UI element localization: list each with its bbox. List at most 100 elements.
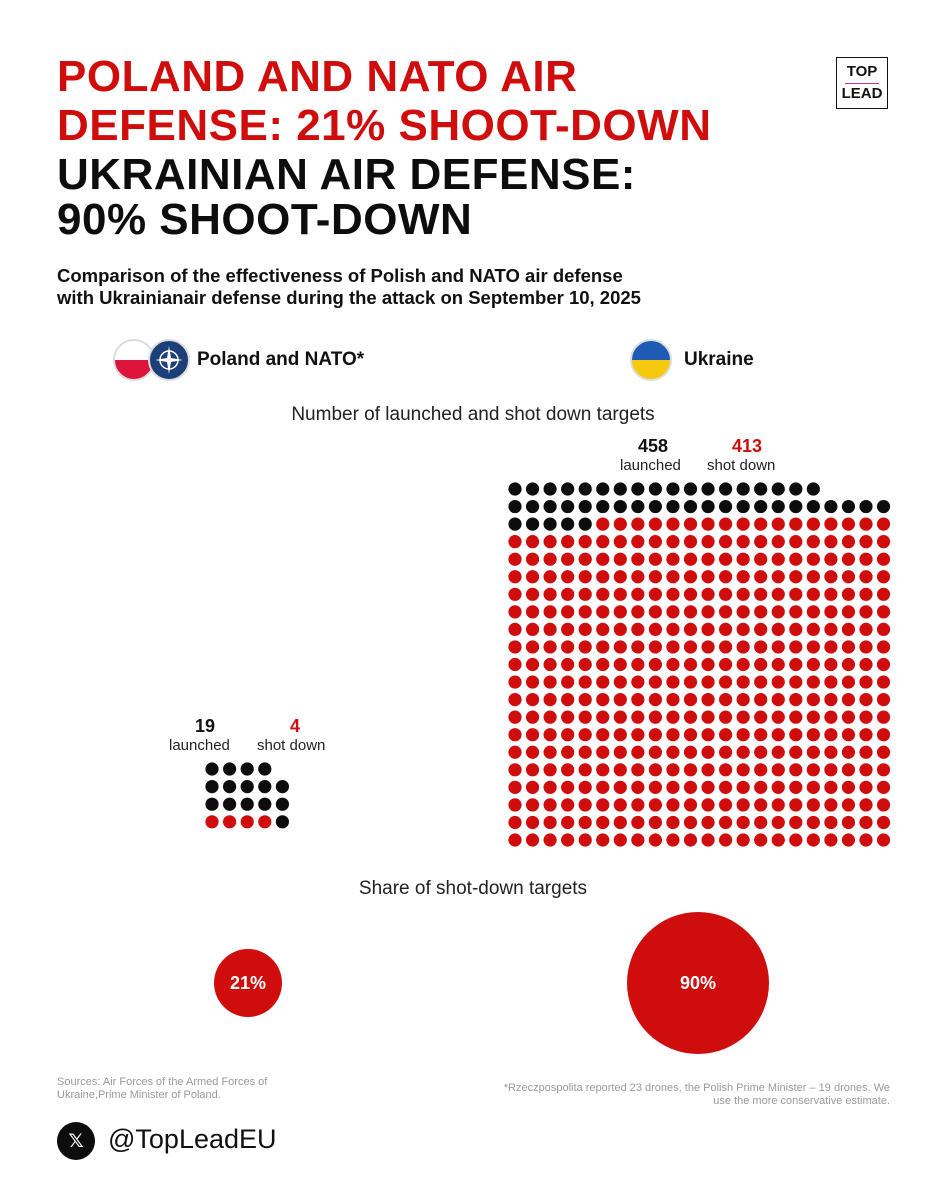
ukraine-shot-down-dot [543,693,557,707]
ukraine-shot-down-dot [736,552,750,566]
ukraine-shot-down-dot [525,745,540,759]
poland-launched-dot [258,780,272,794]
ukraine-shot-down-dot [806,815,820,830]
ukraine-shot-down-dot [841,605,856,619]
ukraine-shot-down-dot [841,763,856,777]
ukraine-shot-down-dot [561,570,575,584]
ukraine-shot-down-dot [543,570,557,584]
ukraine-shot-down-dot [719,693,733,707]
ukraine-shot-down-dot [631,657,645,672]
poland-shot-down-count: 4 [290,716,301,736]
ukraine-shot-down-dot [824,552,838,566]
ukraine-shot-down-dot [859,605,873,619]
ukraine-shot-down-dot [806,798,820,812]
ukraine-shot-down-dot [824,763,838,777]
ukraine-shot-down-dot [508,815,522,830]
ukraine-shot-down-dot [508,622,522,637]
ukraine-shot-down-dot [701,552,715,566]
ukraine-shot-down-dot [754,517,768,531]
ukraine-launched-dot [701,482,715,496]
ukraine-shot-down-dot [859,587,873,601]
ukraine-shot-down-dot [771,517,785,531]
ukraine-shot-down-dot [666,833,680,847]
ukraine-share-circle: 90% [627,912,769,1054]
ukraine-shot-down-dot [719,780,733,794]
ukraine-shot-down-dot [508,570,522,584]
ukraine-shot-down-dot [683,640,698,654]
ukraine-shot-down-dot [876,675,891,689]
ukraine-shot-down-dot [719,517,733,531]
ukraine-shot-down-dot [543,763,557,777]
ukraine-shot-down-dot [754,570,768,584]
ukraine-shot-down-dot [561,657,575,672]
ukraine-shot-down-dot [806,587,820,601]
ukraine-shot-down-dot [771,622,785,637]
ukraine-shot-down-dot [525,622,540,637]
poland-launched-dot [275,780,289,794]
ukraine-shot-down-dot [736,517,750,531]
ukraine-shot-down-dot [701,693,715,707]
ukraine-shot-down-dot [613,570,627,584]
ukraine-shot-down-dot [841,657,856,672]
ukraine-flag-icon [630,339,672,381]
ukraine-shot-down-dot [701,815,715,830]
ukraine-shot-down-dot [525,798,540,812]
ukraine-shot-down-dot [841,640,856,654]
poland-shot-down-dot [258,815,272,829]
poland-launched-dot [223,780,237,794]
x-logo-icon[interactable]: 𝕏 [57,1122,95,1160]
ukraine-launched-dot [648,499,663,514]
ukraine-shot-down-dot [859,798,873,812]
ukraine-shot-down-dot [631,745,645,759]
ukraine-shot-down-dot [859,517,873,531]
ukraine-shot-down-dot [824,535,838,549]
ukraine-shot-down-dot [701,710,715,724]
ukraine-shot-down-dot [613,552,627,566]
ukraine-launched-dot [543,482,557,496]
ukraine-shot-down-dot [824,587,838,601]
ukraine-shot-down-dot [525,587,540,601]
legend-label-ukraine: Ukraine [684,349,754,370]
poland-shot-down-dot [240,815,254,829]
headline-line-2: DEFENSE: 21% SHOOT-DOWN [57,101,712,150]
ukraine-shot-down-dot [876,640,891,654]
ukraine-shot-down-dot [543,728,557,742]
ukraine-shot-down-dot [666,815,680,830]
ukraine-shot-down-dot [754,728,768,742]
ukraine-shot-down-dot [683,622,698,637]
ukraine-shot-down-dot [771,833,785,847]
ukraine-shot-down-dot [701,780,715,794]
ukraine-shot-down-dot [525,728,540,742]
ukraine-shot-down-dot [701,622,715,637]
ukraine-launched-dot [736,499,750,514]
ukraine-shot-down-dot [648,763,663,777]
social-handle[interactable]: @TopLeadEU [108,1124,277,1154]
ukraine-shot-down-dot [824,517,838,531]
ukraine-shot-down-dot [859,780,873,794]
ukraine-shot-down-dot [789,745,803,759]
ukraine-shot-down-dot [701,728,715,742]
ukraine-shot-down-dot [683,693,698,707]
ukraine-shot-down-dot [789,640,803,654]
ukraine-shot-down-dot [876,535,891,549]
ukraine-shot-down-dot [806,710,820,724]
section-title-counts: Number of launched and shot down targets [291,404,655,425]
ukraine-shot-down-dot [561,535,575,549]
ukraine-shot-down-dot [701,657,715,672]
ukraine-shot-down-dot [578,780,592,794]
ukraine-shot-down-dot [789,517,803,531]
poland-launched-dot [223,797,237,811]
ukraine-shot-down-dot [754,587,768,601]
ukraine-shot-down-dot [789,552,803,566]
ukraine-shot-down-dot [824,728,838,742]
ukraine-shot-down-dot [648,710,663,724]
ukraine-shot-down-dot [789,675,803,689]
ukraine-shot-down-dot [754,605,768,619]
ukraine-shot-down-dot [806,728,820,742]
ukraine-shot-down-dot [561,728,575,742]
ukraine-launched-dot [578,499,592,514]
ukraine-launched-dot [631,482,645,496]
ukraine-shot-down-dot [525,693,540,707]
ukraine-shot-down-dot [543,675,557,689]
ukraine-shot-down-dot [525,833,540,847]
